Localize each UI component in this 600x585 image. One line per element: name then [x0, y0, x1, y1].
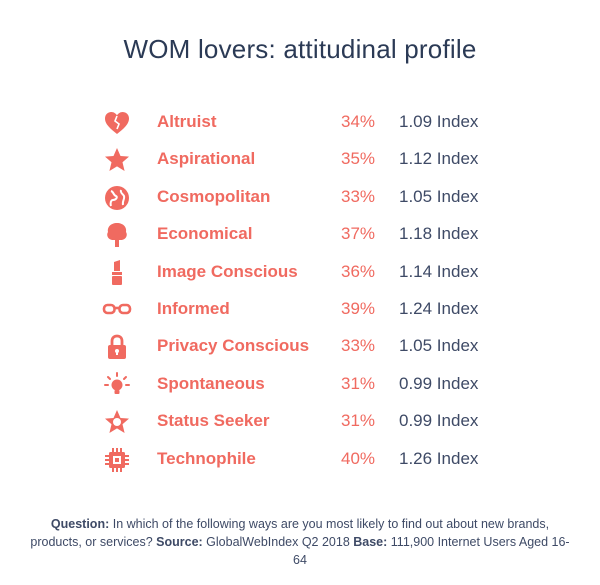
row-index: 1.18 Index: [399, 224, 479, 244]
row-label: Economical: [157, 224, 253, 244]
lock-icon: [102, 332, 132, 362]
row-index: 1.12 Index: [399, 149, 479, 169]
row-index: 1.24 Index: [399, 298, 479, 318]
row-index: 0.99 Index: [399, 411, 479, 431]
table-row: Informed 39% 1.24 Index: [0, 291, 600, 328]
attitude-table: Altruist 34% 1.09 Index Aspirational 35% 1.12…: [0, 104, 600, 478]
row-label: Cosmopolitan: [157, 186, 271, 206]
row-index: 1.05 Index: [399, 336, 479, 356]
row-percent: 33%: [341, 336, 376, 356]
row-percent: 35%: [341, 149, 376, 169]
table-row: Aspirational 35% 1.12 Index: [0, 141, 600, 178]
tree-icon: [102, 220, 132, 250]
base-text: 111,900 Internet Users Aged 16-64: [293, 535, 570, 567]
row-label: Status Seeker: [157, 411, 270, 431]
badge-star-icon: [102, 407, 132, 437]
star-icon: [102, 145, 132, 175]
row-label: Informed: [157, 298, 230, 318]
table-row: Cosmopolitan 33% 1.05 Index: [0, 179, 600, 216]
row-label: Aspirational: [157, 149, 256, 169]
row-label: Privacy Conscious: [157, 336, 310, 356]
heart-icon: [102, 108, 132, 138]
row-percent: 40%: [341, 448, 376, 468]
row-index: 0.99 Index: [399, 373, 479, 393]
table-row: Spontaneous 31% 0.99 Index: [0, 366, 600, 403]
question-label: Question:: [50, 517, 110, 531]
table-row: Privacy Conscious 33% 1.05 Index: [0, 328, 600, 365]
table-row: Altruist 34% 1.09 Index: [0, 104, 600, 141]
chart-title: WOM lovers: attitudinal profile: [123, 34, 477, 64]
row-index: 1.09 Index: [399, 112, 479, 131]
row-percent: 31%: [341, 373, 376, 393]
footer-note: Question: In which of the following ways…: [30, 515, 570, 569]
globe-icon: [102, 183, 132, 213]
row-label: Altruist: [157, 112, 217, 131]
base-label: Base:: [353, 535, 388, 549]
row-percent: 31%: [341, 411, 376, 431]
row-index: 1.05 Index: [399, 186, 479, 206]
row-index: 1.14 Index: [399, 261, 479, 281]
table-row: Image Conscious 36% 1.14 Index: [0, 254, 600, 291]
row-label: Technophile: [157, 448, 256, 468]
row-percent: 37%: [341, 224, 376, 244]
source-text: GlobalWebIndex Q2 2018: [202, 535, 354, 549]
lightbulb-icon: [102, 370, 132, 400]
source-label: Source:: [156, 535, 203, 549]
row-percent: 36%: [341, 261, 376, 281]
row-label: Image Conscious: [157, 261, 298, 281]
table-row: Technophile 40% 1.26 Index: [0, 441, 600, 478]
row-percent: 34%: [341, 112, 376, 131]
lipstick-icon: [102, 258, 132, 288]
glasses-icon: [102, 295, 132, 325]
table-row: Economical 37% 1.18 Index: [0, 216, 600, 253]
table-row: Status Seeker 31% 0.99 Index: [0, 403, 600, 440]
row-percent: 33%: [341, 186, 376, 206]
row-index: 1.26 Index: [399, 448, 479, 468]
chip-icon: [102, 445, 132, 475]
row-label: Spontaneous: [157, 373, 265, 393]
question-text: In which of the following ways are you m…: [30, 517, 550, 549]
row-percent: 39%: [341, 298, 376, 318]
